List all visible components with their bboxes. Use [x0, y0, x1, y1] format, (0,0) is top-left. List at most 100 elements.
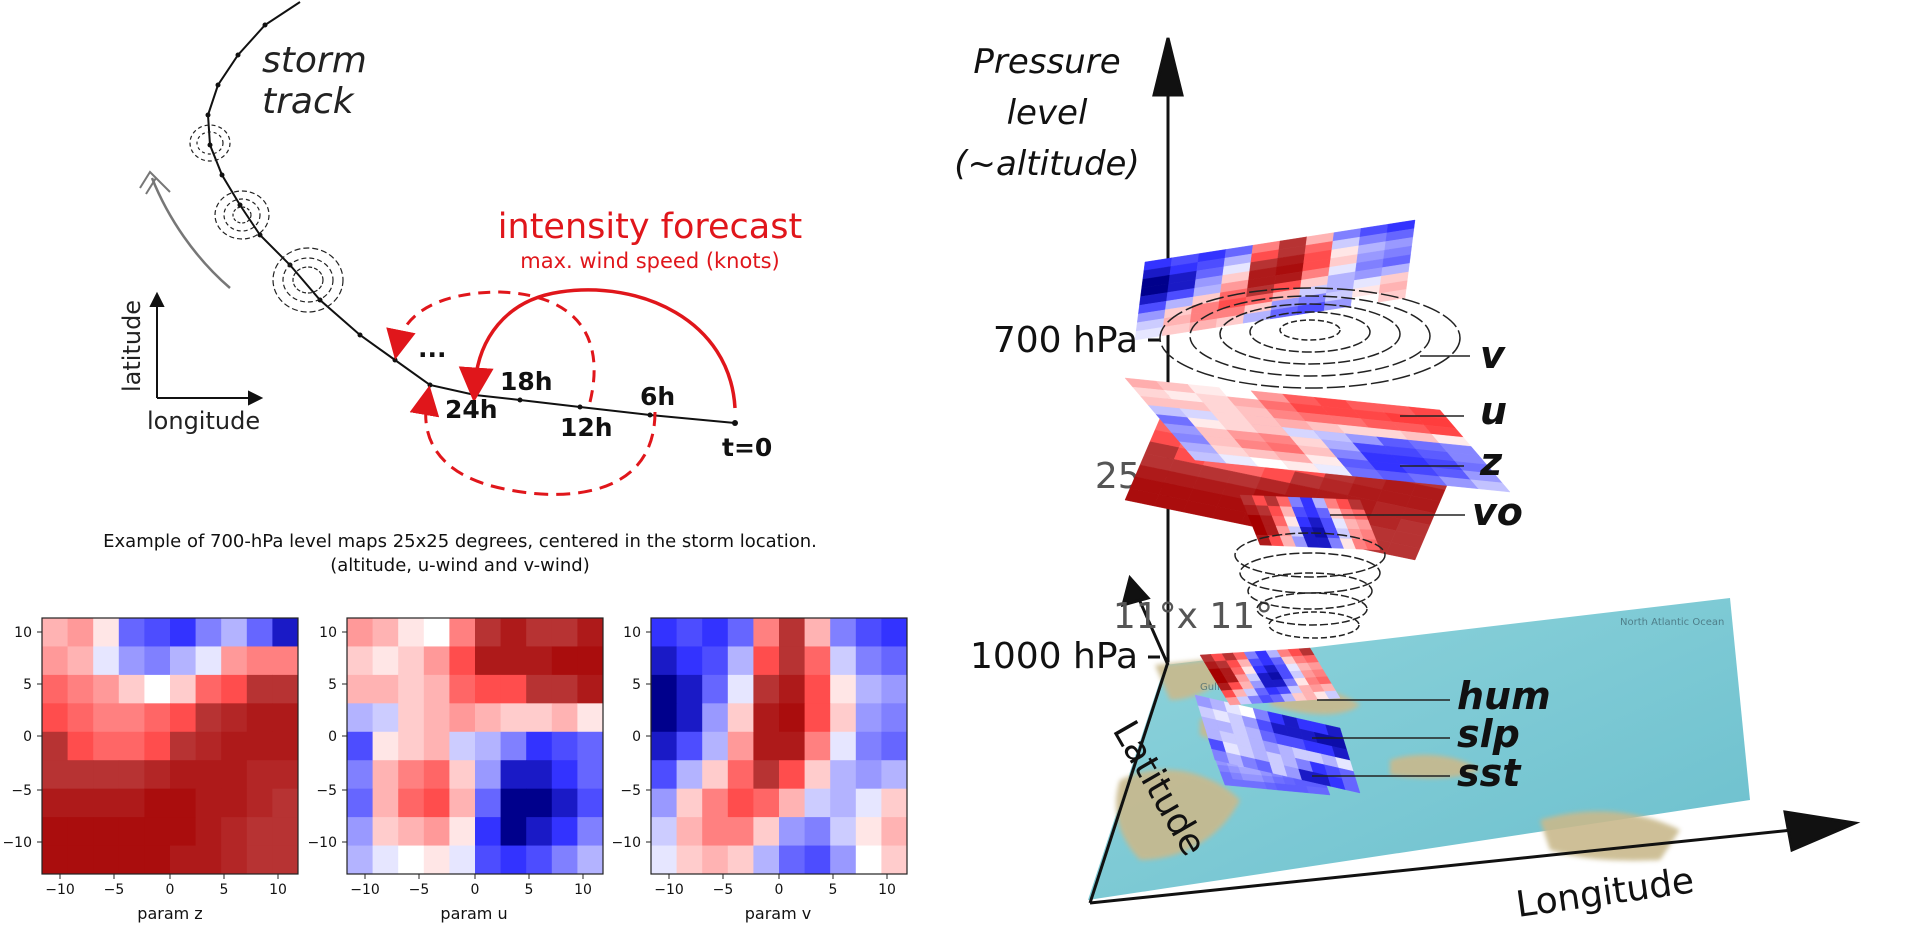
storm-track-label: storm — [262, 40, 367, 81]
heatmap-cell — [449, 731, 476, 761]
heatmap-cell — [500, 646, 527, 676]
layer-slp-label: slp — [1457, 712, 1520, 756]
heatmap-cell — [830, 674, 857, 704]
heatmap-cell — [651, 788, 678, 818]
latitude-axis-label: latitude — [118, 300, 146, 392]
heatmap-cell — [272, 674, 299, 704]
heatmap-cell — [475, 760, 502, 790]
label-18h: 18h — [500, 367, 553, 396]
heatmap-xtick: −5 — [713, 882, 734, 898]
label-24h: 24h — [445, 395, 498, 424]
heatmap-cell — [830, 731, 857, 761]
heatmap-cell — [676, 618, 703, 647]
heatmap-cell — [170, 703, 197, 733]
heatmap-cell — [551, 703, 578, 733]
heatmap-cell — [423, 788, 450, 818]
heatmap-xtick: 5 — [829, 882, 838, 898]
heatmap-cell — [67, 845, 94, 875]
heatmap-ytick: −5 — [316, 783, 337, 799]
longitude-axis-3d: Longitude — [1514, 860, 1697, 926]
heatmap-cell — [423, 817, 450, 847]
heatmap-cell — [702, 760, 729, 790]
heatmap-cell — [830, 646, 857, 676]
heatmap-cell — [475, 618, 502, 647]
heatmap-cell — [881, 731, 908, 761]
layer-vo-label: vo — [1472, 490, 1523, 534]
heatmap-cell — [118, 674, 145, 704]
heatmap-cell — [67, 731, 94, 761]
heatmap-xtick: −10 — [350, 882, 380, 898]
heatmap-cell — [170, 674, 197, 704]
heatmap-cell — [475, 817, 502, 847]
heatmap-cell — [272, 760, 299, 790]
heatmap-cell — [676, 703, 703, 733]
tick-1000-hpa: 1000 hPa — [970, 636, 1138, 677]
heatmap-cell — [221, 731, 248, 761]
caption-line-1: Example of 700-hPa level maps 25x25 degr… — [103, 531, 817, 552]
heatmap-cell — [577, 845, 604, 875]
heatmap-cell — [42, 618, 69, 647]
heatmap-cell — [526, 618, 553, 647]
heatmap-cell — [272, 788, 299, 818]
heatmap-cell — [651, 760, 678, 790]
heatmap-cell — [702, 788, 729, 818]
heatmap-cell — [118, 817, 145, 847]
heatmap-cell — [42, 731, 69, 761]
heatmap-cell — [651, 731, 678, 761]
heatmap-cell — [753, 674, 780, 704]
heatmap-xtick: −10 — [654, 882, 684, 898]
heatmap-param-v — [650, 617, 908, 875]
heatmap-cell — [246, 788, 273, 818]
heatmap-cell — [804, 760, 831, 790]
heatmap-cell — [221, 788, 248, 818]
heatmap-cell — [702, 703, 729, 733]
heatmap-cell — [855, 618, 882, 647]
heatmap-cell — [372, 760, 399, 790]
heatmap-cell — [347, 760, 374, 790]
heatmap-cell — [272, 646, 299, 676]
heatmap-cell — [526, 646, 553, 676]
heatmap-cell — [170, 760, 197, 790]
heatmap-cell — [221, 703, 248, 733]
heatmap-cell — [551, 817, 578, 847]
heatmap-ytick: 5 — [328, 677, 337, 693]
heatmap-cell — [830, 618, 857, 647]
heatmap-cell — [526, 703, 553, 733]
movement-arrow-icon — [150, 177, 231, 289]
heatmap-cell — [118, 731, 145, 761]
heatmap-cell — [727, 845, 754, 875]
heatmap-cell — [727, 817, 754, 847]
heatmap-ytick: 5 — [632, 677, 641, 693]
heatmap-cell — [272, 703, 299, 733]
3d-axes — [1088, 37, 1861, 905]
heatmap-cell — [804, 731, 831, 761]
layer-hum-map — [1199, 647, 1341, 706]
heatmap-ytick: 0 — [328, 729, 337, 745]
heatmap-cell — [727, 618, 754, 647]
layer-hum-label: hum — [1457, 674, 1551, 718]
layer-cell — [1341, 778, 1361, 794]
heatmap-cell — [551, 788, 578, 818]
heatmap-cell — [727, 674, 754, 704]
heatmap-cell — [577, 674, 604, 704]
heatmap-cell — [804, 845, 831, 875]
heatmap-cell — [651, 817, 678, 847]
heatmap-cell — [475, 845, 502, 875]
heatmap-cell — [170, 788, 197, 818]
heatmap-cell — [855, 788, 882, 818]
heatmap-cell — [651, 845, 678, 875]
heatmap-cell — [372, 618, 399, 647]
heatmap-cell — [170, 646, 197, 676]
heatmap-cell — [398, 760, 425, 790]
layer-cell — [1324, 690, 1341, 699]
heatmap-cell — [93, 618, 120, 647]
heatmap-cell — [449, 618, 476, 647]
heatmap-cell — [676, 674, 703, 704]
heatmap-cell — [246, 618, 273, 647]
heatmap-xtick: 5 — [525, 882, 534, 898]
heatmap-cell — [577, 618, 604, 647]
heatmap-cell — [702, 845, 729, 875]
heatmap-cell — [804, 788, 831, 818]
layer-vo-map — [1239, 494, 1381, 551]
size-11-label: 11°x 11° — [1113, 596, 1273, 637]
